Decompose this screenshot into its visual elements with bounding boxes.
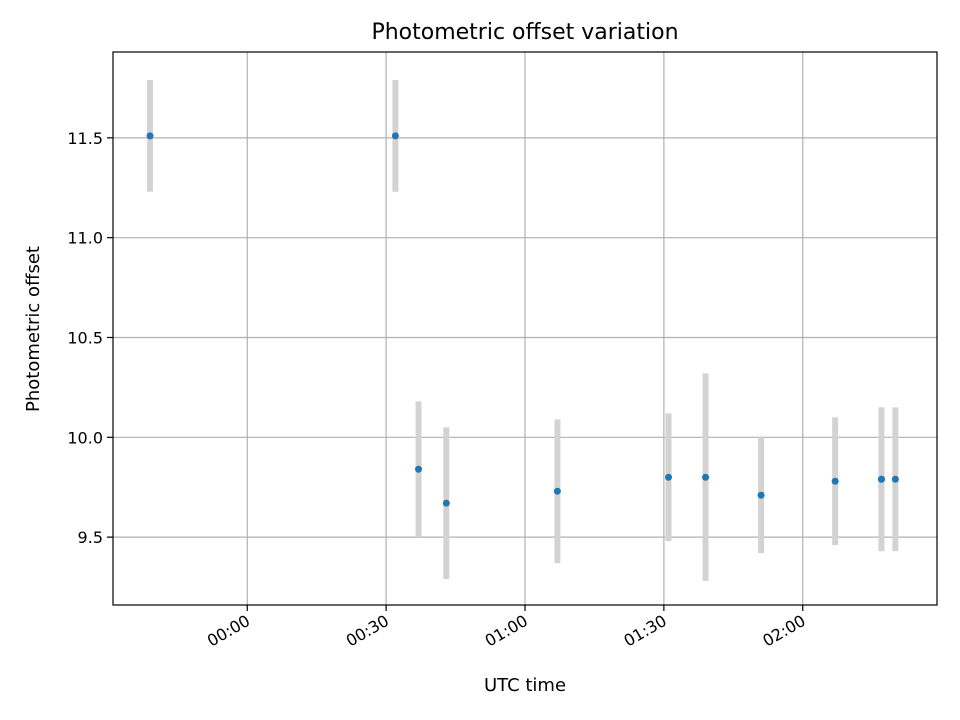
y-axis-ticks: 9.5 10.0 10.5 11.0 11.5	[67, 129, 113, 547]
data-point	[702, 473, 710, 481]
data-point	[831, 477, 839, 485]
y-tick-label: 10.5	[67, 328, 103, 347]
y-axis-label: Photometric offset	[23, 246, 44, 412]
data-point	[757, 491, 765, 499]
data-point	[553, 487, 561, 495]
data-point	[891, 475, 899, 483]
y-tick-label: 10.0	[67, 428, 103, 447]
data-point	[665, 473, 673, 481]
grid	[113, 52, 937, 605]
y-tick-label: 9.5	[78, 528, 103, 547]
y-tick-label: 11.0	[67, 229, 103, 248]
data-point	[146, 132, 154, 140]
data-point	[415, 465, 423, 473]
x-axis-label: UTC time	[484, 675, 566, 696]
data-point	[442, 499, 450, 507]
chart-title: Photometric offset variation	[371, 20, 678, 45]
data-points	[146, 132, 899, 507]
data-point	[877, 475, 885, 483]
data-point	[391, 132, 399, 140]
y-tick-label: 11.5	[67, 129, 103, 148]
